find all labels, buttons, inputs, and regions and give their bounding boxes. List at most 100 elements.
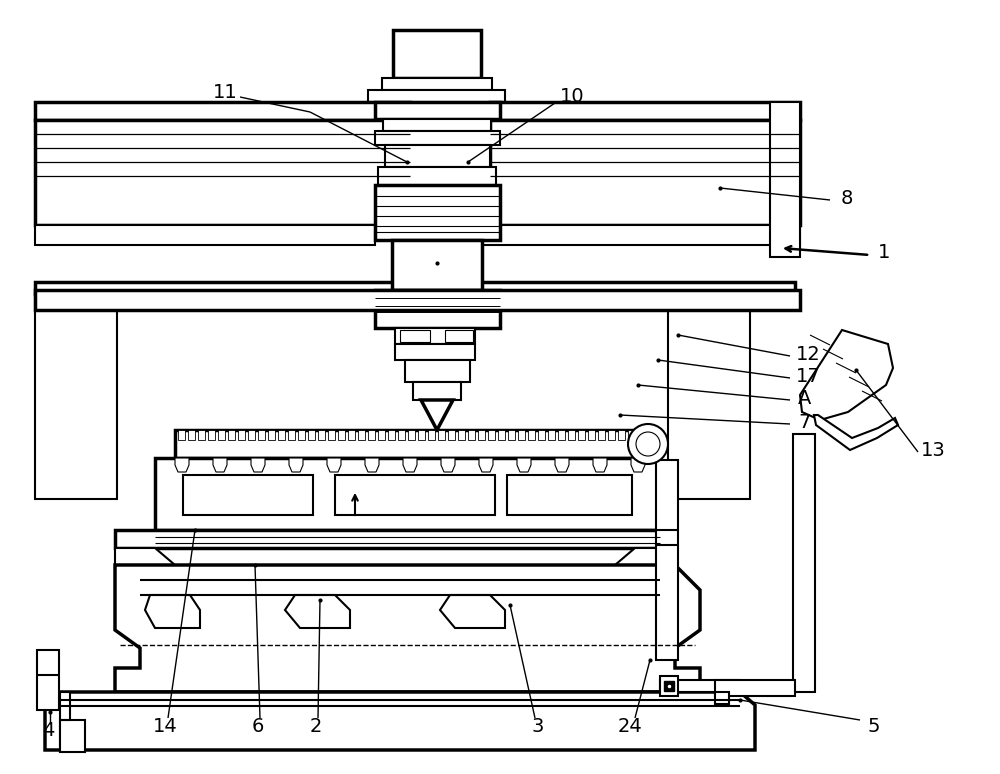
- Bar: [375, 102, 500, 119]
- Bar: [490, 120, 800, 225]
- Polygon shape: [115, 565, 700, 692]
- Text: 2: 2: [310, 717, 322, 735]
- Polygon shape: [115, 548, 175, 565]
- Bar: [660, 680, 740, 692]
- Bar: [383, 119, 491, 131]
- Text: 14: 14: [153, 717, 177, 735]
- Text: 4: 4: [42, 721, 54, 739]
- Text: 13: 13: [921, 440, 945, 460]
- Bar: [408, 430, 415, 440]
- Bar: [715, 680, 795, 696]
- Bar: [375, 290, 500, 328]
- Text: A: A: [798, 389, 812, 407]
- Polygon shape: [289, 458, 303, 472]
- Bar: [395, 328, 475, 344]
- Bar: [558, 430, 565, 440]
- Bar: [418, 430, 425, 440]
- Bar: [35, 294, 117, 499]
- Polygon shape: [421, 400, 453, 430]
- Bar: [258, 430, 265, 440]
- Polygon shape: [814, 415, 898, 450]
- Bar: [518, 430, 525, 440]
- Bar: [60, 720, 85, 752]
- Bar: [618, 430, 625, 440]
- Bar: [188, 430, 195, 440]
- Bar: [218, 430, 225, 440]
- Bar: [507, 475, 632, 515]
- Bar: [378, 167, 496, 185]
- Bar: [35, 225, 375, 245]
- Bar: [395, 344, 475, 360]
- Text: 11: 11: [213, 84, 237, 102]
- Text: 10: 10: [560, 87, 584, 107]
- Text: 12: 12: [796, 344, 820, 364]
- Polygon shape: [593, 458, 607, 472]
- Bar: [468, 430, 475, 440]
- Polygon shape: [175, 458, 189, 472]
- Bar: [268, 430, 275, 440]
- Bar: [35, 282, 795, 294]
- Bar: [375, 131, 500, 145]
- Bar: [115, 530, 675, 548]
- Bar: [378, 430, 385, 440]
- Bar: [413, 382, 461, 400]
- Bar: [348, 430, 355, 440]
- Bar: [175, 430, 640, 458]
- Bar: [335, 475, 495, 515]
- Bar: [278, 430, 285, 440]
- Polygon shape: [145, 595, 200, 628]
- Polygon shape: [251, 458, 265, 472]
- Polygon shape: [555, 458, 569, 472]
- Bar: [308, 430, 315, 440]
- Bar: [35, 120, 410, 225]
- Bar: [656, 460, 678, 660]
- Bar: [405, 360, 470, 382]
- Bar: [248, 430, 255, 440]
- Bar: [400, 330, 430, 342]
- Bar: [660, 676, 678, 696]
- Polygon shape: [403, 458, 417, 472]
- Polygon shape: [631, 458, 645, 472]
- Polygon shape: [517, 458, 531, 472]
- Circle shape: [628, 424, 668, 464]
- Bar: [318, 430, 325, 440]
- Bar: [37, 650, 59, 710]
- Bar: [770, 102, 800, 257]
- Circle shape: [636, 432, 660, 456]
- Polygon shape: [213, 458, 227, 472]
- Polygon shape: [440, 595, 505, 628]
- Text: 1: 1: [878, 242, 890, 262]
- Bar: [198, 430, 205, 440]
- Bar: [438, 430, 445, 440]
- Bar: [228, 430, 235, 440]
- Polygon shape: [327, 458, 341, 472]
- Bar: [793, 434, 815, 692]
- Polygon shape: [365, 458, 379, 472]
- Bar: [548, 430, 555, 440]
- Bar: [178, 430, 185, 440]
- Polygon shape: [800, 330, 893, 420]
- Bar: [490, 102, 800, 120]
- Polygon shape: [285, 595, 350, 628]
- Bar: [385, 145, 490, 167]
- Bar: [458, 430, 465, 440]
- Bar: [528, 430, 535, 440]
- Bar: [478, 430, 485, 440]
- Bar: [208, 430, 215, 440]
- Polygon shape: [441, 458, 455, 472]
- Bar: [445, 330, 473, 342]
- Bar: [388, 430, 395, 440]
- Bar: [588, 430, 595, 440]
- Bar: [428, 430, 435, 440]
- Bar: [375, 185, 500, 240]
- Text: 6: 6: [252, 717, 264, 735]
- Bar: [668, 294, 750, 499]
- Bar: [715, 692, 729, 704]
- Bar: [368, 430, 375, 440]
- Bar: [568, 430, 575, 440]
- Bar: [508, 430, 515, 440]
- Bar: [608, 430, 615, 440]
- Bar: [35, 102, 410, 120]
- Bar: [338, 430, 345, 440]
- Text: 17: 17: [796, 367, 820, 385]
